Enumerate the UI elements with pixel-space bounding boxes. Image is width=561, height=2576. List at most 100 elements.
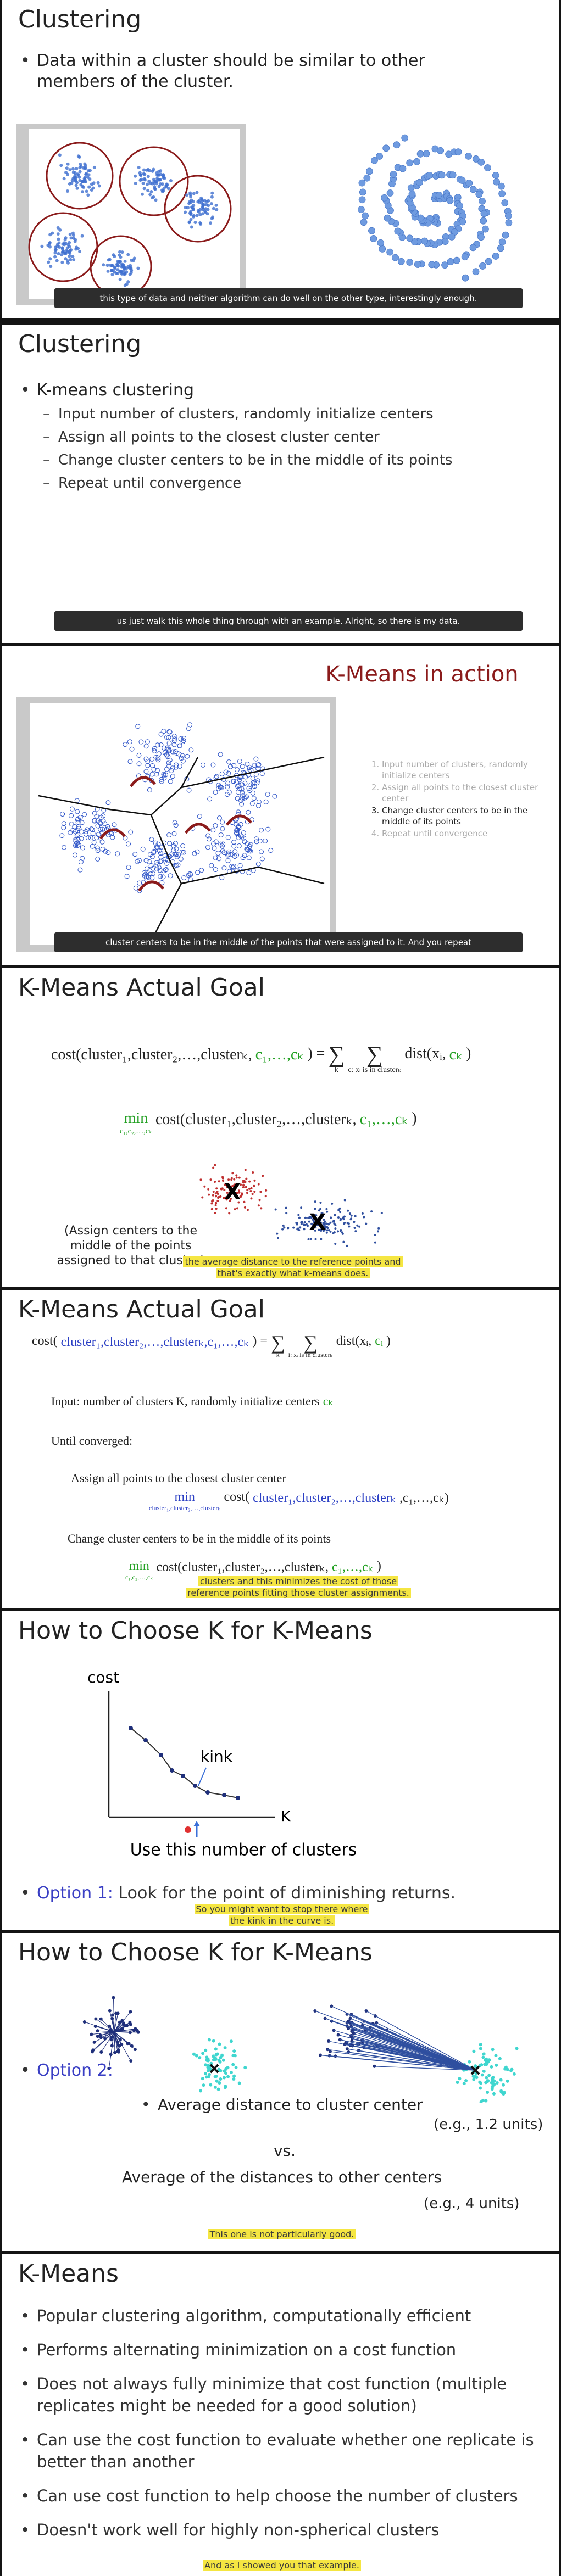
scatter-dot [218, 841, 224, 847]
scatter-dot [246, 855, 252, 860]
scatter-dot [234, 868, 240, 873]
scatter-dot [75, 828, 80, 834]
bullet: Does not always fully minimize that cost… [18, 2373, 546, 2417]
scatter-dot [311, 1225, 314, 1228]
scatter-dot [281, 1228, 284, 1231]
scatter-dot [192, 2052, 196, 2056]
move-arrow [225, 814, 252, 826]
scatter-dot [232, 854, 237, 859]
scatter-dot [216, 1193, 219, 1195]
spiral-dot [411, 238, 418, 245]
formula-term: cₖ [449, 1046, 463, 1063]
scatter-dot [494, 2054, 498, 2058]
spiral-dot [406, 259, 414, 266]
scatter-dot [141, 181, 145, 185]
distance-plot [82, 1996, 519, 2103]
scatter-dot [187, 871, 193, 876]
scatter-dot [97, 184, 101, 188]
scatter-dot [486, 2090, 490, 2094]
scatter-dot [144, 874, 149, 879]
slide-title: How to Choose K for K-Means [18, 1617, 373, 1645]
scatter-dot [179, 756, 184, 761]
input-line: Input: number of clusters K, randomly in… [51, 1394, 334, 1409]
scatter-dot [303, 1228, 306, 1231]
scatter-dot [57, 252, 60, 255]
move-arrow [184, 823, 211, 834]
scatter-dot [63, 238, 67, 242]
scatter-dot [226, 849, 231, 854]
scatter-dot [353, 1226, 356, 1229]
scatter-dot [159, 880, 165, 885]
sub-bullet: Repeat until convergence [43, 472, 452, 495]
scatter-dot [237, 758, 242, 764]
formula-term: ) [466, 1045, 471, 1062]
scatter-dot [339, 1211, 342, 1214]
scatter-dot [321, 1215, 324, 1217]
scatter-dot [149, 837, 154, 842]
bullet: Popular clustering algorithm, computatio… [18, 2305, 546, 2327]
scatter-dot [217, 1197, 220, 1199]
scatter-dot [229, 2070, 233, 2074]
bullet: Can use the cost function to evaluate wh… [18, 2429, 546, 2473]
scatter-dot [253, 1179, 256, 1182]
distance-line [350, 2018, 476, 2071]
spiral-dot [357, 206, 365, 214]
scatter-dot [95, 823, 101, 829]
scatter-dot [241, 830, 246, 836]
scatter-dot [456, 2081, 459, 2085]
scatter-dot [314, 1226, 317, 1229]
scatter-dot [226, 2075, 230, 2078]
scatter-dot [257, 1183, 260, 1186]
scatter-dot [68, 830, 73, 835]
scatter-dot [237, 1189, 240, 1192]
bullet: Can use cost function to help choose the… [18, 2485, 546, 2507]
scatter-dot [105, 850, 111, 856]
distance-line [114, 2013, 116, 2032]
curve-points [129, 1726, 240, 1800]
scatter-dot [309, 1216, 312, 1219]
scatter-dot [504, 2065, 508, 2069]
scatter-dot [287, 1227, 290, 1230]
scatter-dot [68, 254, 71, 258]
scatter-dot [255, 778, 260, 784]
scatter-dot [244, 1169, 247, 1171]
curve-point [236, 1796, 240, 1800]
operator-symbol: min [174, 1490, 195, 1504]
between-text: Average of the distances to other center… [122, 2168, 442, 2186]
scatter-dot [181, 875, 187, 881]
scatter-dot [223, 769, 229, 775]
spiral-dot [492, 171, 499, 179]
spiral-dot [475, 191, 483, 198]
scatter-dot [224, 2067, 228, 2071]
scatter-dot [188, 211, 192, 215]
scatter-dot [334, 1223, 337, 1226]
distance-line [345, 2044, 476, 2071]
spiral-dot [458, 177, 466, 184]
scatter-dot [155, 177, 159, 181]
formula-term: ) [376, 1559, 381, 1573]
scatter-dot [492, 2092, 496, 2096]
scatter-dot [205, 845, 210, 850]
scatter-dot [298, 1228, 301, 1231]
scatter-dot [303, 1221, 306, 1223]
scatter-dot [323, 1218, 325, 1221]
curve-point [159, 1753, 163, 1757]
scatter-dot [232, 1189, 235, 1192]
scatter-dot [66, 162, 70, 166]
scatter-dot [309, 1238, 312, 1240]
scatter-dot [264, 1195, 267, 1198]
distance-line [114, 2031, 122, 2045]
scatter-dot [145, 168, 149, 172]
formula-operator: ∑ k [271, 1333, 285, 1359]
scatter-dot [61, 250, 65, 254]
scatter-dot [212, 1191, 215, 1193]
spiral-dot [399, 165, 407, 172]
scatter-dot [56, 226, 60, 230]
scatter-dot [197, 200, 201, 204]
spiral-dot [485, 258, 492, 265]
scatter-dot [161, 174, 165, 177]
scatter-dot [236, 843, 242, 848]
scatter-dot [334, 1227, 337, 1230]
caption: us just walk this whole thing through wi… [54, 611, 523, 631]
scatter-dot [161, 729, 166, 734]
